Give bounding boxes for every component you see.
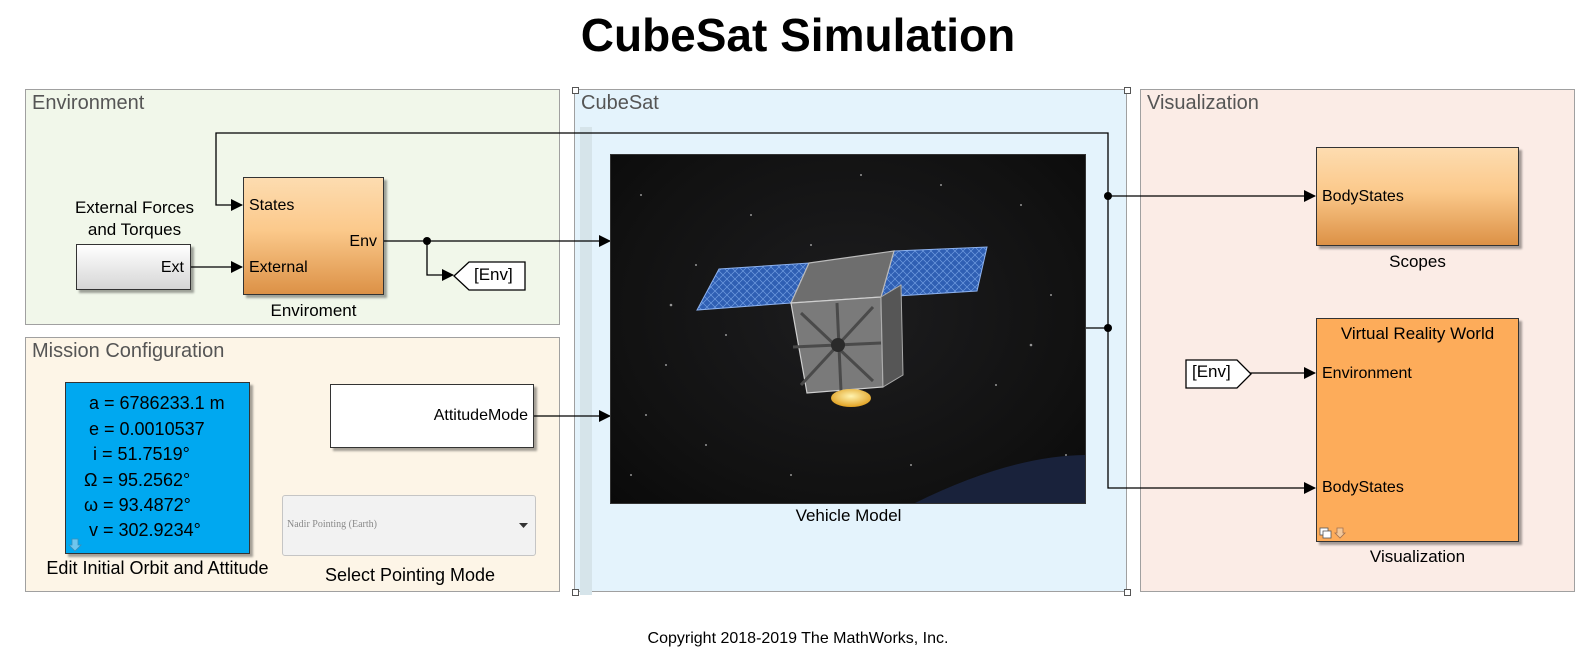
page-title: CubeSat Simulation xyxy=(580,9,1016,61)
scopes-caption: Scopes xyxy=(1389,252,1446,271)
signal-to-vr-bodystates xyxy=(1107,328,1316,494)
goto-env-label: [Env] xyxy=(474,265,513,284)
external-label-line1: External Forces xyxy=(74,198,195,217)
visualization-block-caption: Visualization xyxy=(1369,547,1466,566)
environment-block[interactable]: States External Env xyxy=(243,177,384,295)
pointing-mode-dropdown[interactable]: Nadir Pointing (Earth) xyxy=(282,495,536,556)
orbit-raan: Ω = 95.2562° xyxy=(84,470,191,490)
earth-limb xyxy=(915,455,1085,503)
vr-bodystates-port-label: BodyStates xyxy=(1322,479,1404,496)
external-block-label: External Forces and Torques xyxy=(62,197,207,241)
resize-handle[interactable] xyxy=(572,87,579,94)
subsystem-copy-icon xyxy=(1319,527,1332,539)
states-port-label: States xyxy=(249,197,295,214)
resize-handle[interactable] xyxy=(1124,87,1131,94)
cubesat-area-strip xyxy=(580,127,592,595)
visualization-area-label: Visualization xyxy=(1147,92,1259,114)
scopes-bodystates-port-label: BodyStates xyxy=(1322,188,1404,205)
pointing-mode-selected: Nadir Pointing (Earth) xyxy=(287,519,377,530)
chevron-down-icon xyxy=(519,523,528,528)
mission-area-label: Mission Configuration xyxy=(32,340,225,362)
orbit-inclination: i = 51.7519° xyxy=(93,444,190,464)
mask-arrow-icon xyxy=(68,538,82,552)
ext-port-label: Ext xyxy=(160,259,184,276)
env-port-label: Env xyxy=(349,233,377,250)
vr-block-title: Virtual Reality World xyxy=(1340,324,1495,343)
virtual-reality-world-block[interactable]: Virtual Reality World Environment BodySt… xyxy=(1316,318,1519,542)
vehicle-model-block[interactable] xyxy=(610,154,1086,504)
orbit-arg-periapsis: ω = 93.4872° xyxy=(84,495,191,515)
thruster-glow xyxy=(831,389,871,407)
orbit-block-caption: Edit Initial Orbit and Attitude xyxy=(46,558,269,578)
orbit-semimajor-axis: a = 6786233.1 m xyxy=(89,393,225,413)
cubesat-area-label: CubeSat xyxy=(581,92,659,114)
from-env-label: [Env] xyxy=(1192,362,1231,381)
cubesat-top-face xyxy=(790,250,895,304)
branch-point xyxy=(1104,192,1112,200)
orbit-parameters-block[interactable]: a = 6786233.1 m e = 0.0010537 i = 51.751… xyxy=(65,382,250,554)
environment-area-label: Environment xyxy=(32,92,145,114)
resize-handle[interactable] xyxy=(1124,589,1131,596)
copyright-text: Copyright 2018-2019 The MathWorks, Inc. xyxy=(647,630,949,647)
orbit-eccentricity: e = 0.0010537 xyxy=(89,419,205,439)
goto-env-tag[interactable] xyxy=(453,261,527,291)
scopes-block[interactable]: BodyStates xyxy=(1316,147,1519,246)
orbit-true-anomaly: v = 302.9234° xyxy=(89,520,201,540)
signal-env-to-goto xyxy=(426,241,454,281)
branch-point xyxy=(423,237,431,245)
external-forces-block[interactable]: Ext xyxy=(76,244,191,290)
environment-block-caption: Enviroment xyxy=(270,301,357,320)
cubesat-3d-image xyxy=(630,174,1085,503)
cubesat-center-port xyxy=(831,338,845,352)
from-env-tag[interactable] xyxy=(1185,359,1253,389)
pointing-mode-caption: Select Pointing Mode xyxy=(324,565,496,585)
vr-environment-port-label: Environment xyxy=(1322,365,1412,382)
attitude-mode-port-label: AttitudeMode xyxy=(433,407,528,424)
vehicle-model-caption: Vehicle Model xyxy=(795,506,902,525)
resize-handle[interactable] xyxy=(572,589,579,596)
external-port-label: External xyxy=(249,259,308,276)
starfield xyxy=(630,174,1067,476)
mask-arrow-icon xyxy=(1334,527,1346,539)
external-label-line2: and Torques xyxy=(87,220,182,239)
branch-point xyxy=(1104,324,1112,332)
cubesat-side-face xyxy=(880,284,904,388)
attitude-mode-block[interactable]: AttitudeMode xyxy=(330,384,534,448)
